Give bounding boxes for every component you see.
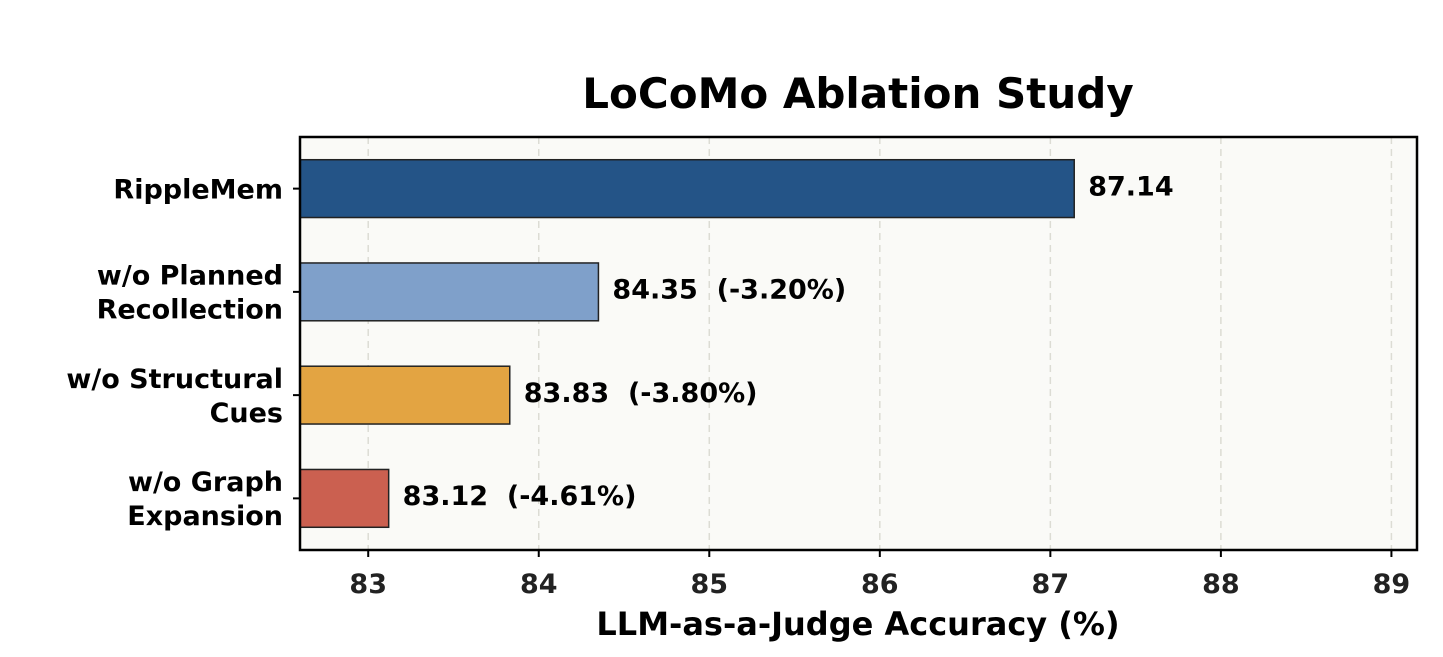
bar	[299, 262, 600, 322]
y-category-line: Cues	[210, 398, 283, 429]
bar	[299, 158, 1075, 219]
y-category-line: w/o Planned	[97, 261, 283, 292]
y-category-line: w/o Structural	[66, 364, 283, 395]
bar	[299, 468, 390, 529]
grid-lines	[367, 137, 1393, 550]
value-labels: 87.14 84.35 (-3.20%) 83.83 (-3.80%) 83.12 (…	[403, 171, 1174, 512]
y-category-label: w/o Structural Cues	[66, 364, 283, 429]
y-category-line: RippleMem	[113, 174, 283, 205]
x-tick-label: 84	[520, 569, 558, 600]
x-tick-label: 88	[1202, 569, 1240, 600]
chart-title: LoCoMo Ablation Study	[582, 69, 1133, 118]
y-category-label: w/o Planned Recollection	[97, 261, 283, 326]
y-category-line: w/o Graph	[128, 467, 283, 498]
y-category-label: w/o Graph Expansion	[127, 467, 283, 532]
y-axis-categories: RippleMem w/o Planned Recollection w/o Stru…	[66, 174, 300, 532]
x-tick-label: 87	[1032, 569, 1070, 600]
x-tick-label: 85	[690, 569, 728, 600]
value-label: 83.12 (-4.61%)	[403, 481, 637, 512]
x-axis-label: LLM-as-a-Judge Accuracy (%)	[596, 605, 1119, 643]
y-category-line: Recollection	[97, 295, 283, 326]
x-axis-ticks: 83 84 85 86 87 88 89	[349, 550, 1410, 600]
y-category-label: RippleMem	[113, 174, 283, 205]
plot-frame	[298, 135, 1419, 552]
y-category-line: Expansion	[127, 501, 283, 532]
x-tick-label: 86	[861, 569, 899, 600]
bars	[299, 158, 1075, 529]
x-tick-label: 83	[349, 569, 387, 600]
bar	[299, 365, 511, 425]
value-label: 83.83 (-3.80%)	[524, 378, 758, 409]
value-label: 84.35 (-3.20%)	[612, 275, 846, 306]
x-tick-label: 89	[1373, 569, 1411, 600]
value-label: 87.14	[1088, 171, 1173, 202]
